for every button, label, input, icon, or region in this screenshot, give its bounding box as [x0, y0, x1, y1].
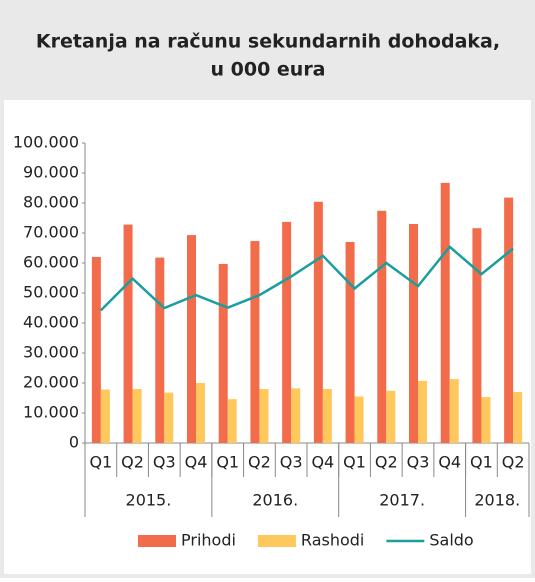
bar	[100, 389, 110, 443]
chart-title: Kretanja na računu sekundarnih dohodaka,	[36, 31, 500, 53]
bar	[259, 389, 269, 443]
y-tick-label: 50.000	[23, 283, 79, 302]
chart-title: u 000 eura	[210, 59, 325, 81]
bar	[218, 263, 228, 443]
line	[99, 245, 514, 312]
bar	[227, 399, 237, 443]
x-tick-label: Q2	[121, 453, 144, 472]
bar	[282, 221, 292, 443]
x-group-label: 2015.	[126, 491, 172, 510]
y-tick-label: 10.000	[23, 403, 79, 422]
x-tick-label: Q2	[502, 453, 525, 472]
legend-label: Rashodi	[301, 531, 364, 550]
y-tick-label: 20.000	[23, 373, 79, 392]
bar	[291, 388, 301, 443]
bar	[123, 224, 133, 443]
x-tick-label: Q2	[375, 453, 398, 472]
x-tick-label: Q1	[470, 453, 493, 472]
y-tick-label: 0	[69, 433, 79, 452]
bar	[449, 379, 459, 443]
x-group-label: 2018.	[474, 491, 520, 510]
bar	[91, 257, 101, 443]
x-tick-label: Q2	[248, 453, 271, 472]
bar	[155, 257, 165, 443]
x-tick-label: Q3	[407, 453, 430, 472]
bar	[313, 201, 323, 443]
bar	[354, 396, 364, 443]
legend-label: Saldo	[429, 531, 473, 550]
bar	[132, 389, 142, 443]
bar	[250, 241, 260, 443]
x-tick-label: Q4	[311, 453, 334, 472]
bar	[164, 392, 174, 443]
x-tick-label: Q4	[438, 453, 461, 472]
x-tick-label: Q4	[185, 453, 208, 472]
legend-label: Prihodi	[181, 531, 236, 550]
bar	[418, 380, 427, 443]
legend-swatch	[138, 535, 176, 547]
y-tick-label: 100.000	[13, 133, 79, 152]
bar	[513, 392, 523, 443]
bar	[440, 182, 450, 443]
x-tick-label: Q1	[343, 453, 366, 472]
bar	[196, 383, 205, 443]
y-tick-label: 30.000	[23, 343, 79, 362]
y-tick-label: 60.000	[23, 253, 79, 272]
x-group-label: 2016.	[252, 491, 298, 510]
y-tick-label: 40.000	[23, 313, 79, 332]
y-tick-label: 70.000	[23, 223, 79, 242]
bar	[409, 224, 418, 443]
x-tick-label: Q1	[216, 453, 239, 472]
bar	[345, 242, 355, 443]
x-tick-label: Q1	[89, 453, 112, 472]
x-group-label: 2017.	[379, 491, 425, 510]
bar	[386, 390, 396, 443]
bar	[377, 210, 387, 443]
bar	[472, 228, 482, 443]
legend-swatch	[257, 535, 296, 547]
bar	[481, 397, 491, 443]
bar	[187, 235, 196, 443]
x-tick-label: Q3	[280, 453, 303, 472]
x-tick-label: Q3	[153, 453, 176, 472]
y-tick-label: 80.000	[23, 193, 79, 212]
bar	[504, 197, 514, 443]
y-tick-label: 90.000	[23, 163, 79, 182]
bar	[322, 389, 332, 443]
